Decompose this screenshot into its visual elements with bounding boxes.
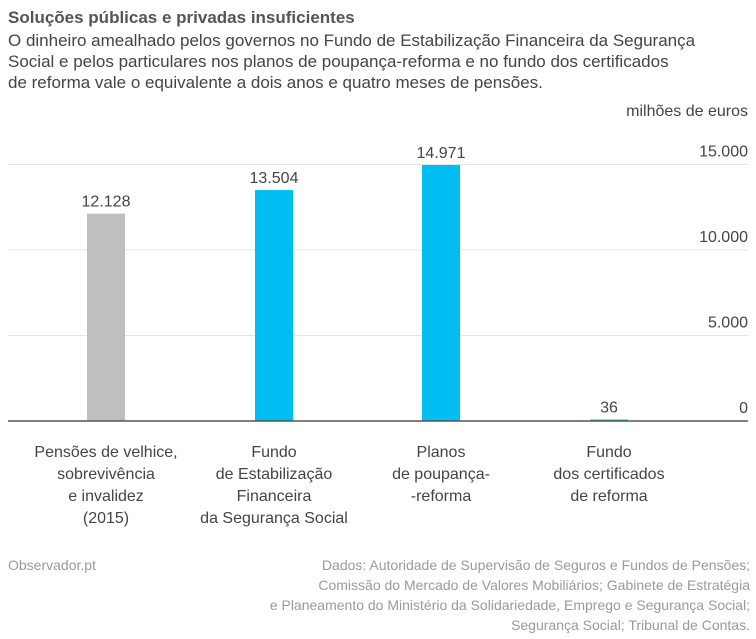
subtitle-line-1: O dinheiro amealhado pelos governos no F… xyxy=(8,31,696,50)
y-tick-label: 10.000 xyxy=(699,229,748,246)
bar-value-label: 36 xyxy=(600,400,618,417)
bars xyxy=(87,164,628,421)
chart-subtitle: O dinheiro amealhado pelos governos no F… xyxy=(8,30,748,93)
x-category-label: de poupança- xyxy=(392,466,490,483)
x-category-label: sobrevivência xyxy=(57,466,155,483)
x-category-label: e invalidez xyxy=(68,488,144,505)
source-line-1: Dados: Autoridade de Supervisão de Segur… xyxy=(321,557,750,573)
x-category-label: da Segurança Social xyxy=(200,510,348,527)
x-axis-labels: Pensões de velhice, sobrevivência e invali… xyxy=(34,444,664,527)
data-source: Dados: Autoridade de Supervisão de Segur… xyxy=(270,555,750,635)
source-line-3: e Planeamento do Ministério da Solidarie… xyxy=(269,597,750,613)
chart-title: Soluções públicas e privadas insuficient… xyxy=(8,8,355,27)
subtitle-line-3: de reforma vale o equivalente a dois ano… xyxy=(8,73,543,92)
source-line-2: Comissão do Mercado de Valores Mobiliári… xyxy=(318,577,750,593)
x-category-label: de reforma xyxy=(570,488,647,505)
y-tick-label: 0 xyxy=(739,400,748,417)
y-tick-label: 5.000 xyxy=(708,315,748,332)
bar-value-label: 12.128 xyxy=(82,194,131,211)
bar xyxy=(255,190,293,421)
x-category-label: Financeira xyxy=(237,488,312,505)
x-category-label: Pensões de velhice, xyxy=(34,444,177,461)
y-axis-unit-label: milhões de euros xyxy=(626,103,748,120)
bar xyxy=(87,213,125,421)
y-axis-ticks: 0 5.000 10.000 15.000 xyxy=(699,144,748,418)
x-category-label: -reforma xyxy=(411,488,472,505)
y-tick-label: 15.000 xyxy=(699,144,748,161)
source-line-4: Segurança Social; Tribunal de Contas. xyxy=(511,617,750,633)
x-category-label: de Estabilização xyxy=(216,466,333,483)
gridlines xyxy=(8,164,748,336)
brand-credit: Observador.pt xyxy=(8,557,96,573)
bar-value-label: 13.504 xyxy=(250,170,299,187)
x-category-label: Planos xyxy=(417,444,466,461)
bar-chart: milhões de euros 0 5.000 10.000 15.000 12.1… xyxy=(8,103,748,527)
x-category-label: dos certificados xyxy=(553,466,664,483)
x-category-label: Fundo xyxy=(586,444,631,461)
subtitle-line-2: Social e pelos particulares nos planos d… xyxy=(8,52,669,71)
x-category-label: Fundo xyxy=(251,444,296,461)
bar-value-label: 14.971 xyxy=(417,145,466,162)
bar xyxy=(422,164,460,421)
value-labels: 12.128 13.504 14.971 36 xyxy=(82,145,618,417)
x-category-label: (2015) xyxy=(83,510,129,527)
